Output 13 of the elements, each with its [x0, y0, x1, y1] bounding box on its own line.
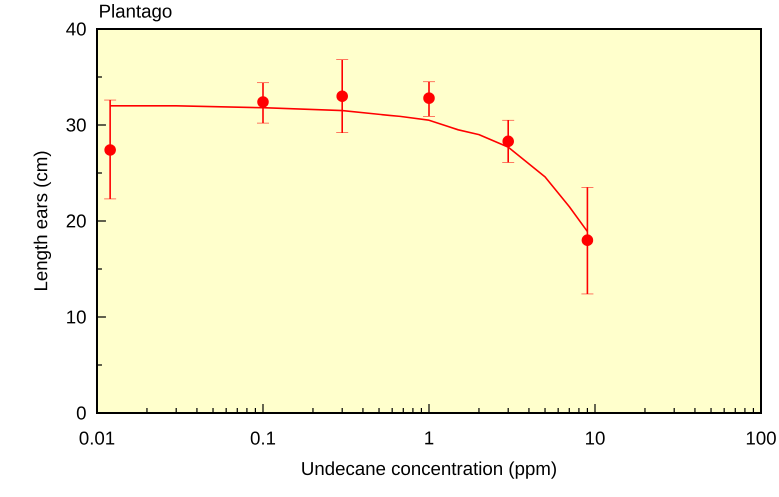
chart-title: Plantago [100, 4, 172, 22]
x-tick-label: 100 [746, 431, 776, 445]
y-tick-label: 20 [66, 214, 86, 228]
y-axis-title: Length ears (cm) [34, 152, 52, 290]
x-tick-label: 0.01 [80, 431, 114, 445]
x-axis-title: Undecane concentration (ppm) [302, 461, 556, 479]
x-tick-label: 10 [586, 431, 605, 445]
x-tick-label: 1 [425, 431, 434, 444]
y-tick-label: 30 [66, 118, 86, 132]
y-tick-label: 0 [76, 406, 86, 420]
x-tick-label: 0.1 [250, 431, 276, 445]
y-tick-label: 40 [66, 22, 86, 36]
y-tick-label: 10 [67, 310, 86, 324]
